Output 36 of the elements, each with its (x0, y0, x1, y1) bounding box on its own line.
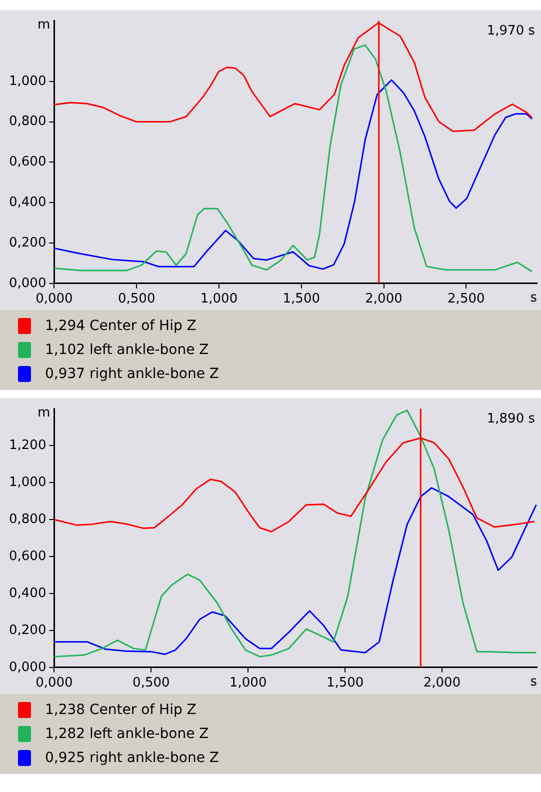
legend-label: 0,925 right ankle-bone Z (45, 750, 219, 766)
x-axis-title: s (530, 290, 538, 306)
x-axis-title: s (530, 674, 538, 690)
x-tick-label: 0,000 (36, 292, 73, 307)
legend-label: 1,102 left ankle-bone Z (45, 342, 209, 358)
y-tick-label: 0,400 (9, 194, 46, 210)
y-axis-title: m (38, 18, 50, 33)
y-tick-label: 1,200 (9, 438, 46, 454)
x-tick-label: 0,500 (118, 292, 156, 307)
y-tick-label: 0,400 (9, 586, 46, 601)
y-tick-label: 0,000 (9, 660, 46, 675)
legend-label: 0,937 right ankle-bone Z (45, 366, 219, 382)
y-tick-label: 0,600 (9, 154, 46, 170)
y-tick-label: 0,800 (9, 114, 46, 130)
legend-label: 1,282 left ankle-bone Z (45, 726, 209, 742)
y-tick-label: 1,000 (9, 74, 46, 89)
y-tick-label: 0,600 (9, 548, 46, 564)
y-tick-label: 0,200 (9, 622, 46, 638)
x-tick-label: 0,000 (36, 676, 73, 691)
y-tick-label: 0,800 (9, 512, 46, 528)
annotation: 1,970 s (486, 24, 536, 39)
x-tick-label: 1,500 (326, 676, 364, 691)
annotation: 1,890 s (486, 412, 536, 427)
x-tick-label: 1,000 (200, 292, 238, 307)
x-tick-label: 0,500 (132, 676, 170, 691)
y-tick-label: 0,000 (9, 276, 46, 291)
legend-label: 1,238 Center of Hip Z (45, 702, 196, 718)
y-tick-label: 1,000 (9, 475, 46, 490)
x-tick-label: 2,500 (448, 292, 485, 307)
x-tick-label: 2,000 (423, 676, 461, 691)
x-tick-label: 1,000 (229, 676, 267, 691)
x-tick-label: 2,000 (365, 292, 402, 307)
y-axis-title: m (38, 406, 50, 421)
y-tick-label: 0,200 (9, 235, 46, 250)
x-tick-label: 1,500 (282, 292, 320, 307)
legend-label: 1,294 Center of Hip Z (45, 318, 196, 334)
